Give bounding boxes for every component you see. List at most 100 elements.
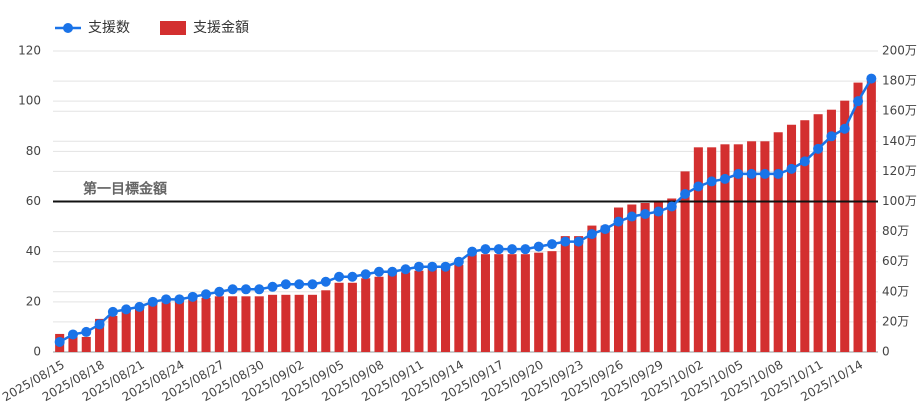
bar [294,294,304,352]
bar [81,336,91,352]
marker [294,279,305,290]
legend-label: 支援数 [88,20,130,36]
marker [453,256,464,267]
bar [188,299,198,352]
bar [441,267,451,352]
marker [573,236,584,247]
marker [440,261,451,272]
bar [547,251,557,352]
legend-marker [63,23,73,33]
marker [227,284,238,295]
bar [454,264,464,352]
marker [520,244,531,255]
marker [54,336,65,347]
marker [626,211,637,222]
y-tick-label: 120 [18,44,41,58]
marker [786,163,797,174]
marker [853,96,864,107]
marker [374,266,385,277]
bar [800,120,810,352]
marker [560,236,571,247]
marker [214,286,225,297]
bar [853,82,863,352]
marker [533,241,544,252]
marker [640,209,651,220]
y2-tick-label: 0 [882,345,890,359]
y2-tick-label: 160万 [882,104,917,118]
marker [866,73,877,84]
marker [134,301,145,312]
bar [534,252,544,352]
marker [161,294,172,305]
bar [667,198,677,352]
y2-tick-label: 120万 [882,164,917,178]
marker [600,224,611,235]
marker [653,206,664,217]
bar [733,144,743,352]
y2-tick-label: 40万 [882,284,909,298]
bar [866,81,876,352]
bar [108,315,118,352]
y-tick-label: 0 [33,345,41,359]
bar [321,290,331,352]
marker [413,261,424,272]
bar [840,100,850,352]
bar [467,254,477,352]
marker [693,181,704,192]
bar [387,273,397,352]
marker [719,173,730,184]
y2-tick-label: 200万 [882,44,917,58]
marker [480,244,491,255]
marker [360,269,371,280]
bar [414,270,424,352]
bar [826,109,836,352]
y-tick-label: 40 [26,244,41,258]
marker [427,261,438,272]
marker [107,306,118,317]
y-tick-label: 20 [26,294,41,308]
legend-swatch [160,21,186,35]
bar [627,204,637,352]
marker [813,143,824,154]
bar [720,144,730,352]
marker [733,168,744,179]
marker [267,281,278,292]
y-tick-label: 100 [18,94,41,108]
y-tick-label: 80 [26,144,41,158]
bar [347,282,357,352]
bar [574,236,584,352]
marker [67,329,78,340]
marker [307,279,318,290]
bar [374,276,384,352]
bar [707,147,717,352]
marker [507,244,518,255]
y2-tick-label: 180万 [882,74,917,88]
y-tick-label: 60 [26,194,41,208]
bar [693,147,703,352]
marker [826,131,837,142]
bar [214,296,224,352]
bar [334,282,344,352]
bar [614,207,624,352]
bar [773,132,783,352]
bar [201,297,211,352]
marker [121,304,132,315]
marker [586,229,597,240]
bar [254,296,264,352]
y2-tick-label: 80万 [882,224,909,238]
marker [666,201,677,212]
bar [747,141,757,352]
bar [174,299,184,352]
bar [480,254,490,352]
marker [334,271,345,282]
marker [706,176,717,187]
bar [786,124,797,353]
bar [427,267,437,352]
marker [147,296,158,307]
bar [95,318,105,352]
marker [493,244,504,255]
marker [387,266,398,277]
marker [201,289,212,300]
marker [467,246,478,257]
bar [587,225,597,352]
